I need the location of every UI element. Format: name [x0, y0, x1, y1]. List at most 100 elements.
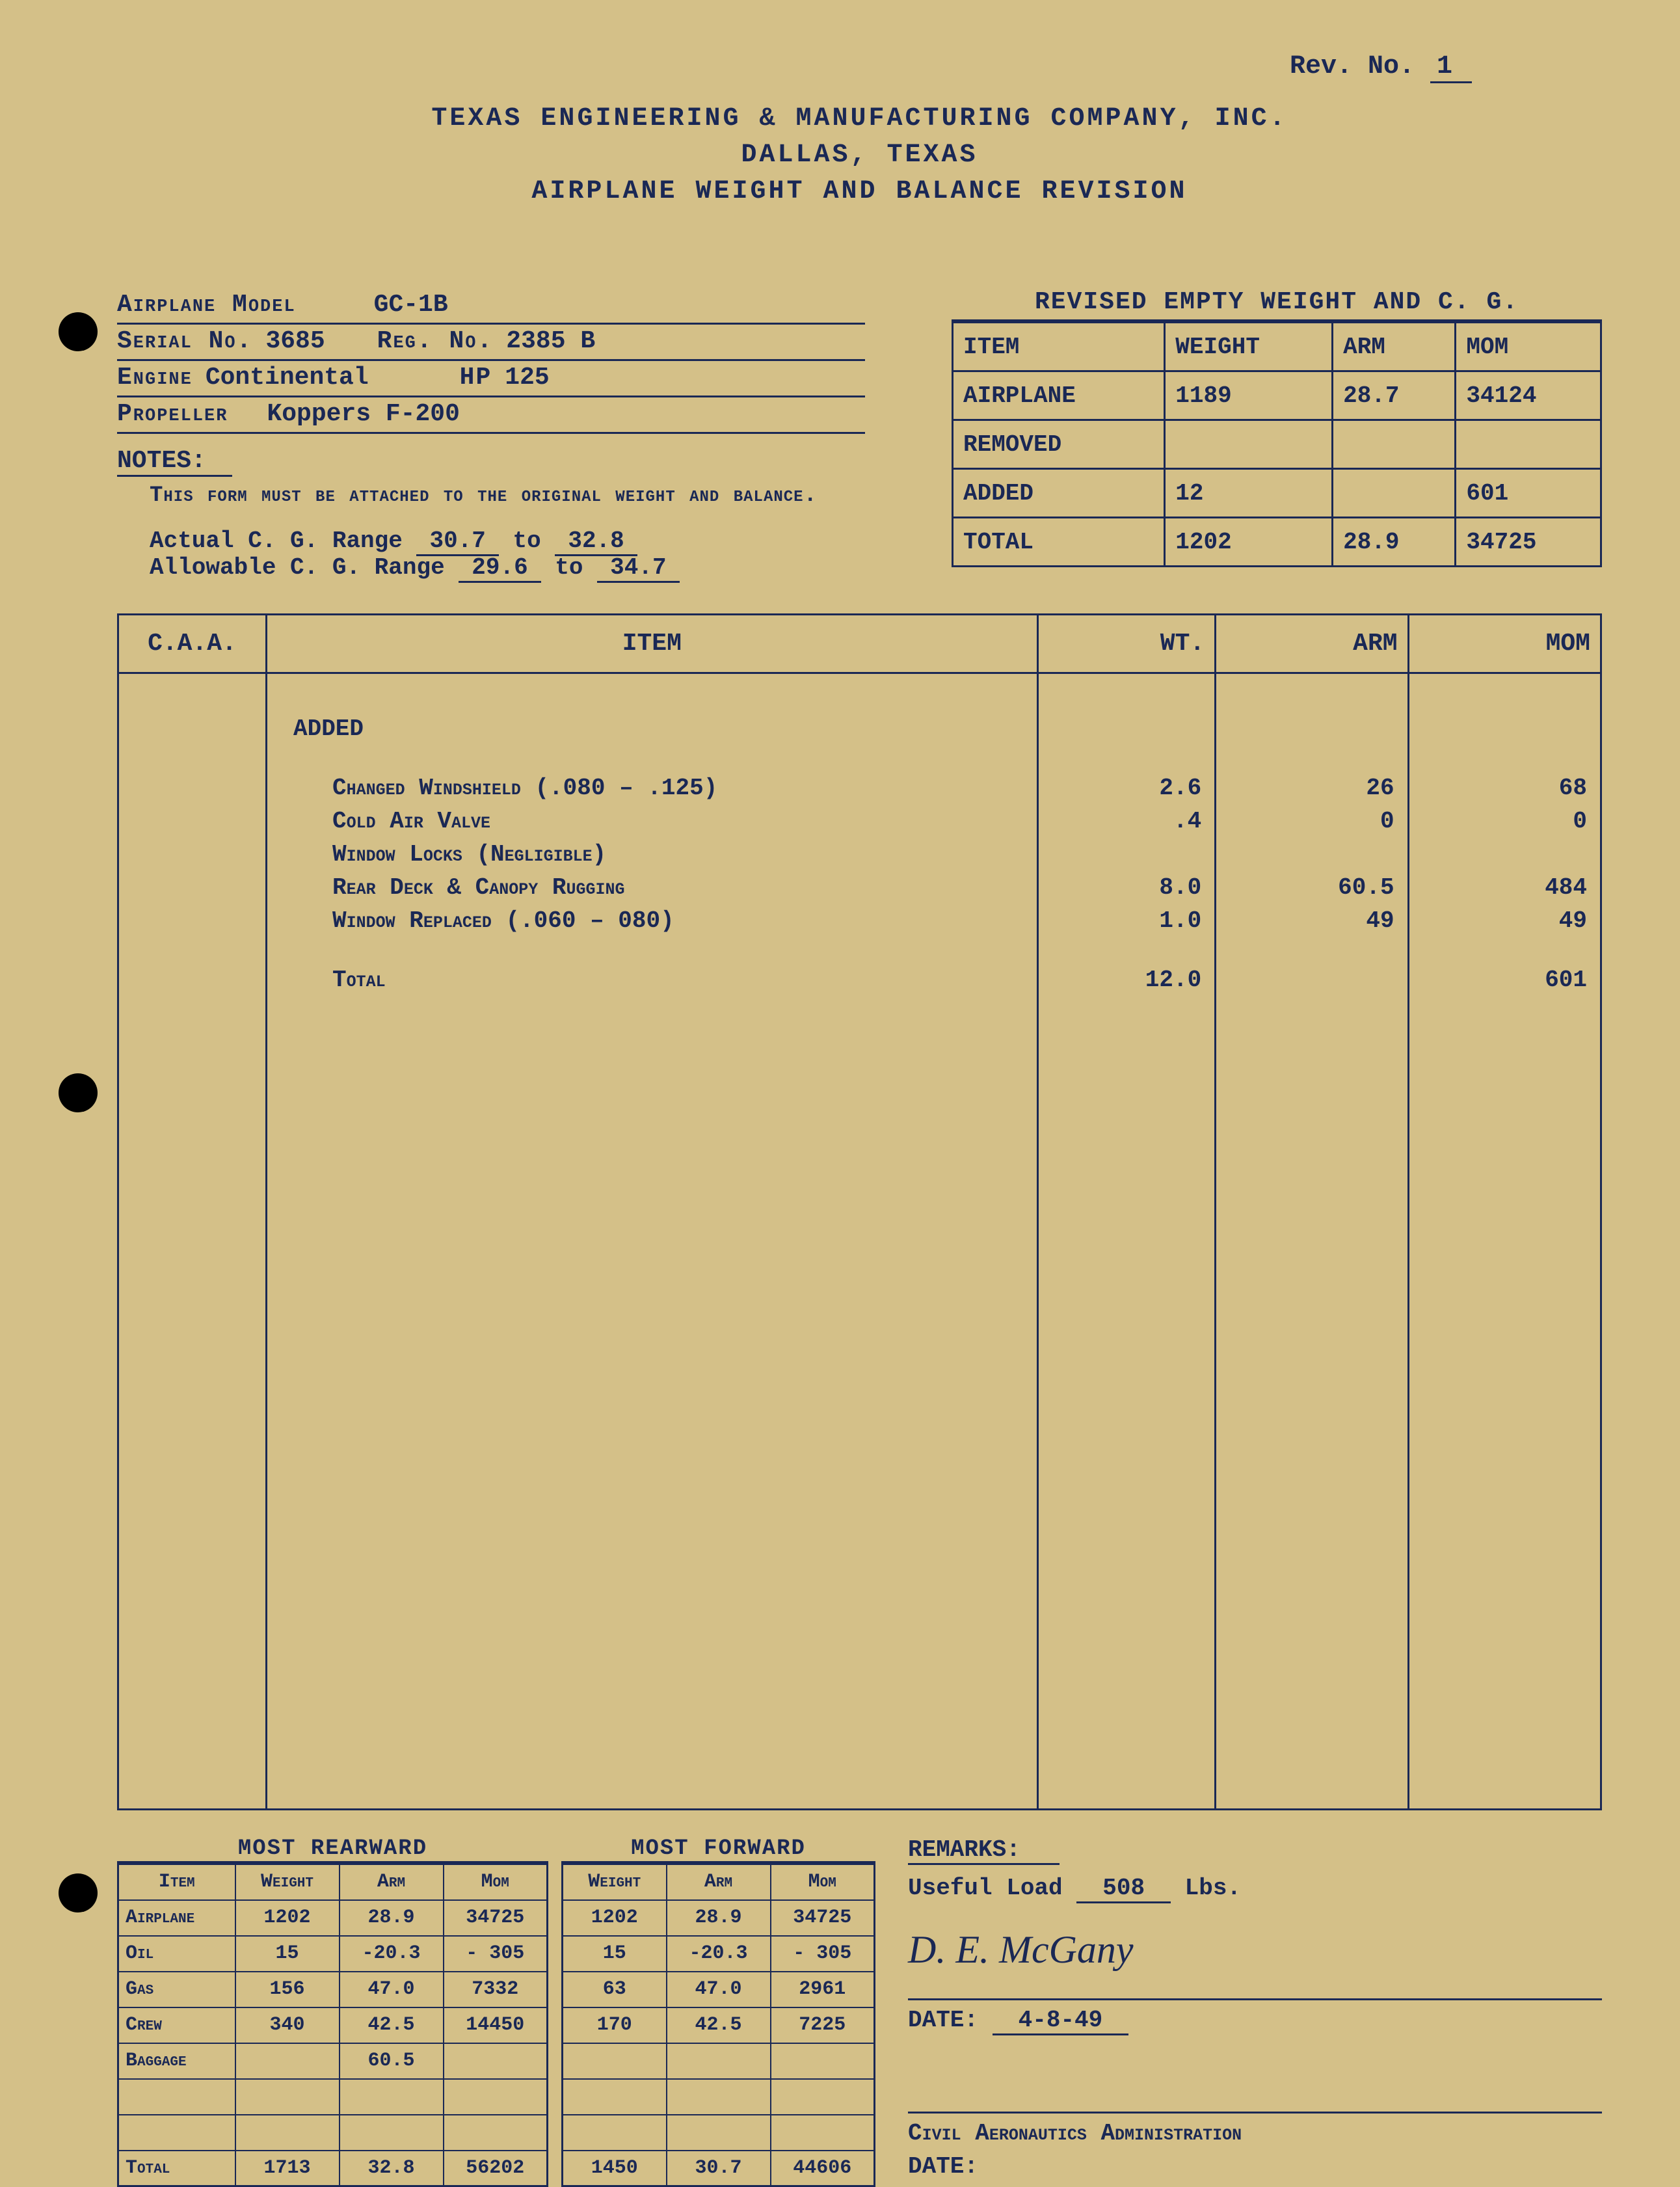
cell: - 305: [771, 1936, 875, 1972]
rear-title: MOST REARWARD: [117, 1836, 548, 1863]
cell: [1408, 838, 1601, 871]
items-table: C.A.A. ITEM WT. ARM MOM ADDED Changed Wi…: [117, 613, 1602, 1810]
row-label: Gas: [118, 1972, 235, 2007]
col-weight: Weight: [563, 1864, 667, 1900]
col-mom: Mom: [444, 1864, 548, 1900]
rev-table-title: REVISED EMPTY WEIGHT AND C. G.: [952, 288, 1602, 321]
cell: [771, 2043, 875, 2079]
table-header-row: C.A.A. ITEM WT. ARM MOM: [118, 615, 1601, 673]
cell: 2.6: [1037, 771, 1216, 805]
punch-hole: [59, 312, 98, 351]
cell: 7332: [444, 1972, 548, 2007]
cell: 12: [1165, 469, 1333, 518]
table-row: [563, 2043, 875, 2079]
company-name: TEXAS ENGINEERING & MANUFACTURING COMPAN…: [117, 101, 1602, 137]
cell: 340: [235, 2007, 340, 2043]
cell: 47.0: [340, 1972, 444, 2007]
col-arm: Arm: [667, 1864, 771, 1900]
allowable-cg-to: 34.7: [597, 554, 679, 583]
table-row: [118, 2079, 548, 2115]
cell: -20.3: [667, 1936, 771, 1972]
serial-value: 3685: [265, 327, 325, 356]
cell: [1333, 420, 1456, 469]
cell: 63: [563, 1972, 667, 2007]
cell: [444, 2043, 548, 2079]
actual-cg-line: Actual C. G. Range 30.7 to 32.8: [150, 528, 865, 554]
table-row: TOTAL120228.934725: [953, 518, 1601, 567]
col-item: ITEM: [267, 615, 1038, 673]
table-row: [563, 2115, 875, 2151]
engine-label: Engine: [117, 364, 193, 393]
cell: [1216, 963, 1408, 997]
hp-label: HP: [460, 364, 492, 393]
cell: 1202: [563, 1900, 667, 1936]
cell: 42.5: [667, 2007, 771, 2043]
rev-number: 1: [1430, 52, 1472, 83]
cell: .4: [1037, 805, 1216, 838]
allowable-cg-line: Allowable C. G. Range 29.6 to 34.7: [150, 554, 865, 581]
col-arm: Arm: [340, 1864, 444, 1900]
cell: [235, 2043, 340, 2079]
table-row: Rear Deck & Canopy Rugging8.060.5484: [118, 871, 1601, 904]
form-header: TEXAS ENGINEERING & MANUFACTURING COMPAN…: [117, 101, 1602, 210]
table-row: [118, 745, 1601, 771]
cell: 1202: [235, 1900, 340, 1936]
revision-line: Rev. No. 1: [117, 52, 1602, 81]
col-mom: Mom: [771, 1864, 875, 1900]
cell: 34124: [1456, 371, 1601, 420]
prop-label: Propeller: [117, 400, 228, 429]
fwd-title: MOST FORWARD: [561, 1836, 875, 1863]
row-label: Airplane: [118, 1900, 235, 1936]
actual-cg-label: Actual C. G. Range: [150, 528, 403, 554]
cell: 12.0: [1037, 963, 1216, 997]
cell: 28.7: [1333, 371, 1456, 420]
notes-text: This form must be attached to the origin…: [150, 483, 865, 508]
col-caa: C.A.A.: [118, 615, 267, 673]
table-row: [118, 937, 1601, 963]
cell: [1456, 420, 1601, 469]
punch-hole: [59, 1073, 98, 1112]
cell: [1165, 420, 1333, 469]
table-header-row: ITEM WEIGHT ARM MOM: [953, 323, 1601, 371]
engine-value: Continental: [206, 364, 369, 393]
reg-value: 2385 B: [506, 327, 595, 356]
cell: 0: [1216, 805, 1408, 838]
cell: 26: [1216, 771, 1408, 805]
table-row: Airplane120228.934725: [118, 1900, 548, 1936]
notes-label: NOTES:: [117, 447, 232, 477]
cell: 0: [1408, 805, 1601, 838]
cell: 28.9: [340, 1900, 444, 1936]
cell: 60.5: [340, 2043, 444, 2079]
remarks-block: REMARKS: Useful Load 508 Lbs. D. E. McGa…: [888, 1836, 1602, 2187]
allowable-cg-label: Allowable C. G. Range: [150, 554, 445, 581]
table-row: AIRPLANE118928.734124: [953, 371, 1601, 420]
row-label: Oil: [118, 1936, 235, 1972]
table-row: [118, 997, 1601, 1810]
table-row: Total12.0601: [118, 963, 1601, 997]
cell: - 305: [444, 1936, 548, 1972]
added-section-label: ADDED: [267, 712, 1038, 745]
row-label: AIRPLANE: [953, 371, 1165, 420]
date-label: DATE:: [908, 2007, 978, 2033]
row-label: Crew: [118, 2007, 235, 2043]
table-row: Changed Windshield (.080 – .125)2.62668: [118, 771, 1601, 805]
cell: [1037, 838, 1216, 871]
cell: 601: [1456, 469, 1601, 518]
cell: 1.0: [1037, 904, 1216, 937]
to-label: to: [555, 554, 583, 581]
row-label: REMOVED: [953, 420, 1165, 469]
to-label: to: [513, 528, 541, 554]
cell: 15: [563, 1936, 667, 1972]
cell: 15: [235, 1936, 340, 1972]
cell: 1202: [1165, 518, 1333, 567]
most-rearward-table: MOST REARWARD ItemWeightArmMom Airplane1…: [117, 1836, 548, 2187]
table-row: Oil15-20.3- 305: [118, 1936, 548, 1972]
table-header-row: WeightArmMom: [563, 1864, 875, 1900]
col-arm: ARM: [1216, 615, 1408, 673]
punch-hole: [59, 1873, 98, 1912]
cell: 68: [1408, 771, 1601, 805]
form-title: AIRPLANE WEIGHT AND BALANCE REVISION: [117, 174, 1602, 210]
remarks-label: REMARKS:: [908, 1836, 1060, 1865]
cell: 7225: [771, 2007, 875, 2043]
cell: 484: [1408, 871, 1601, 904]
